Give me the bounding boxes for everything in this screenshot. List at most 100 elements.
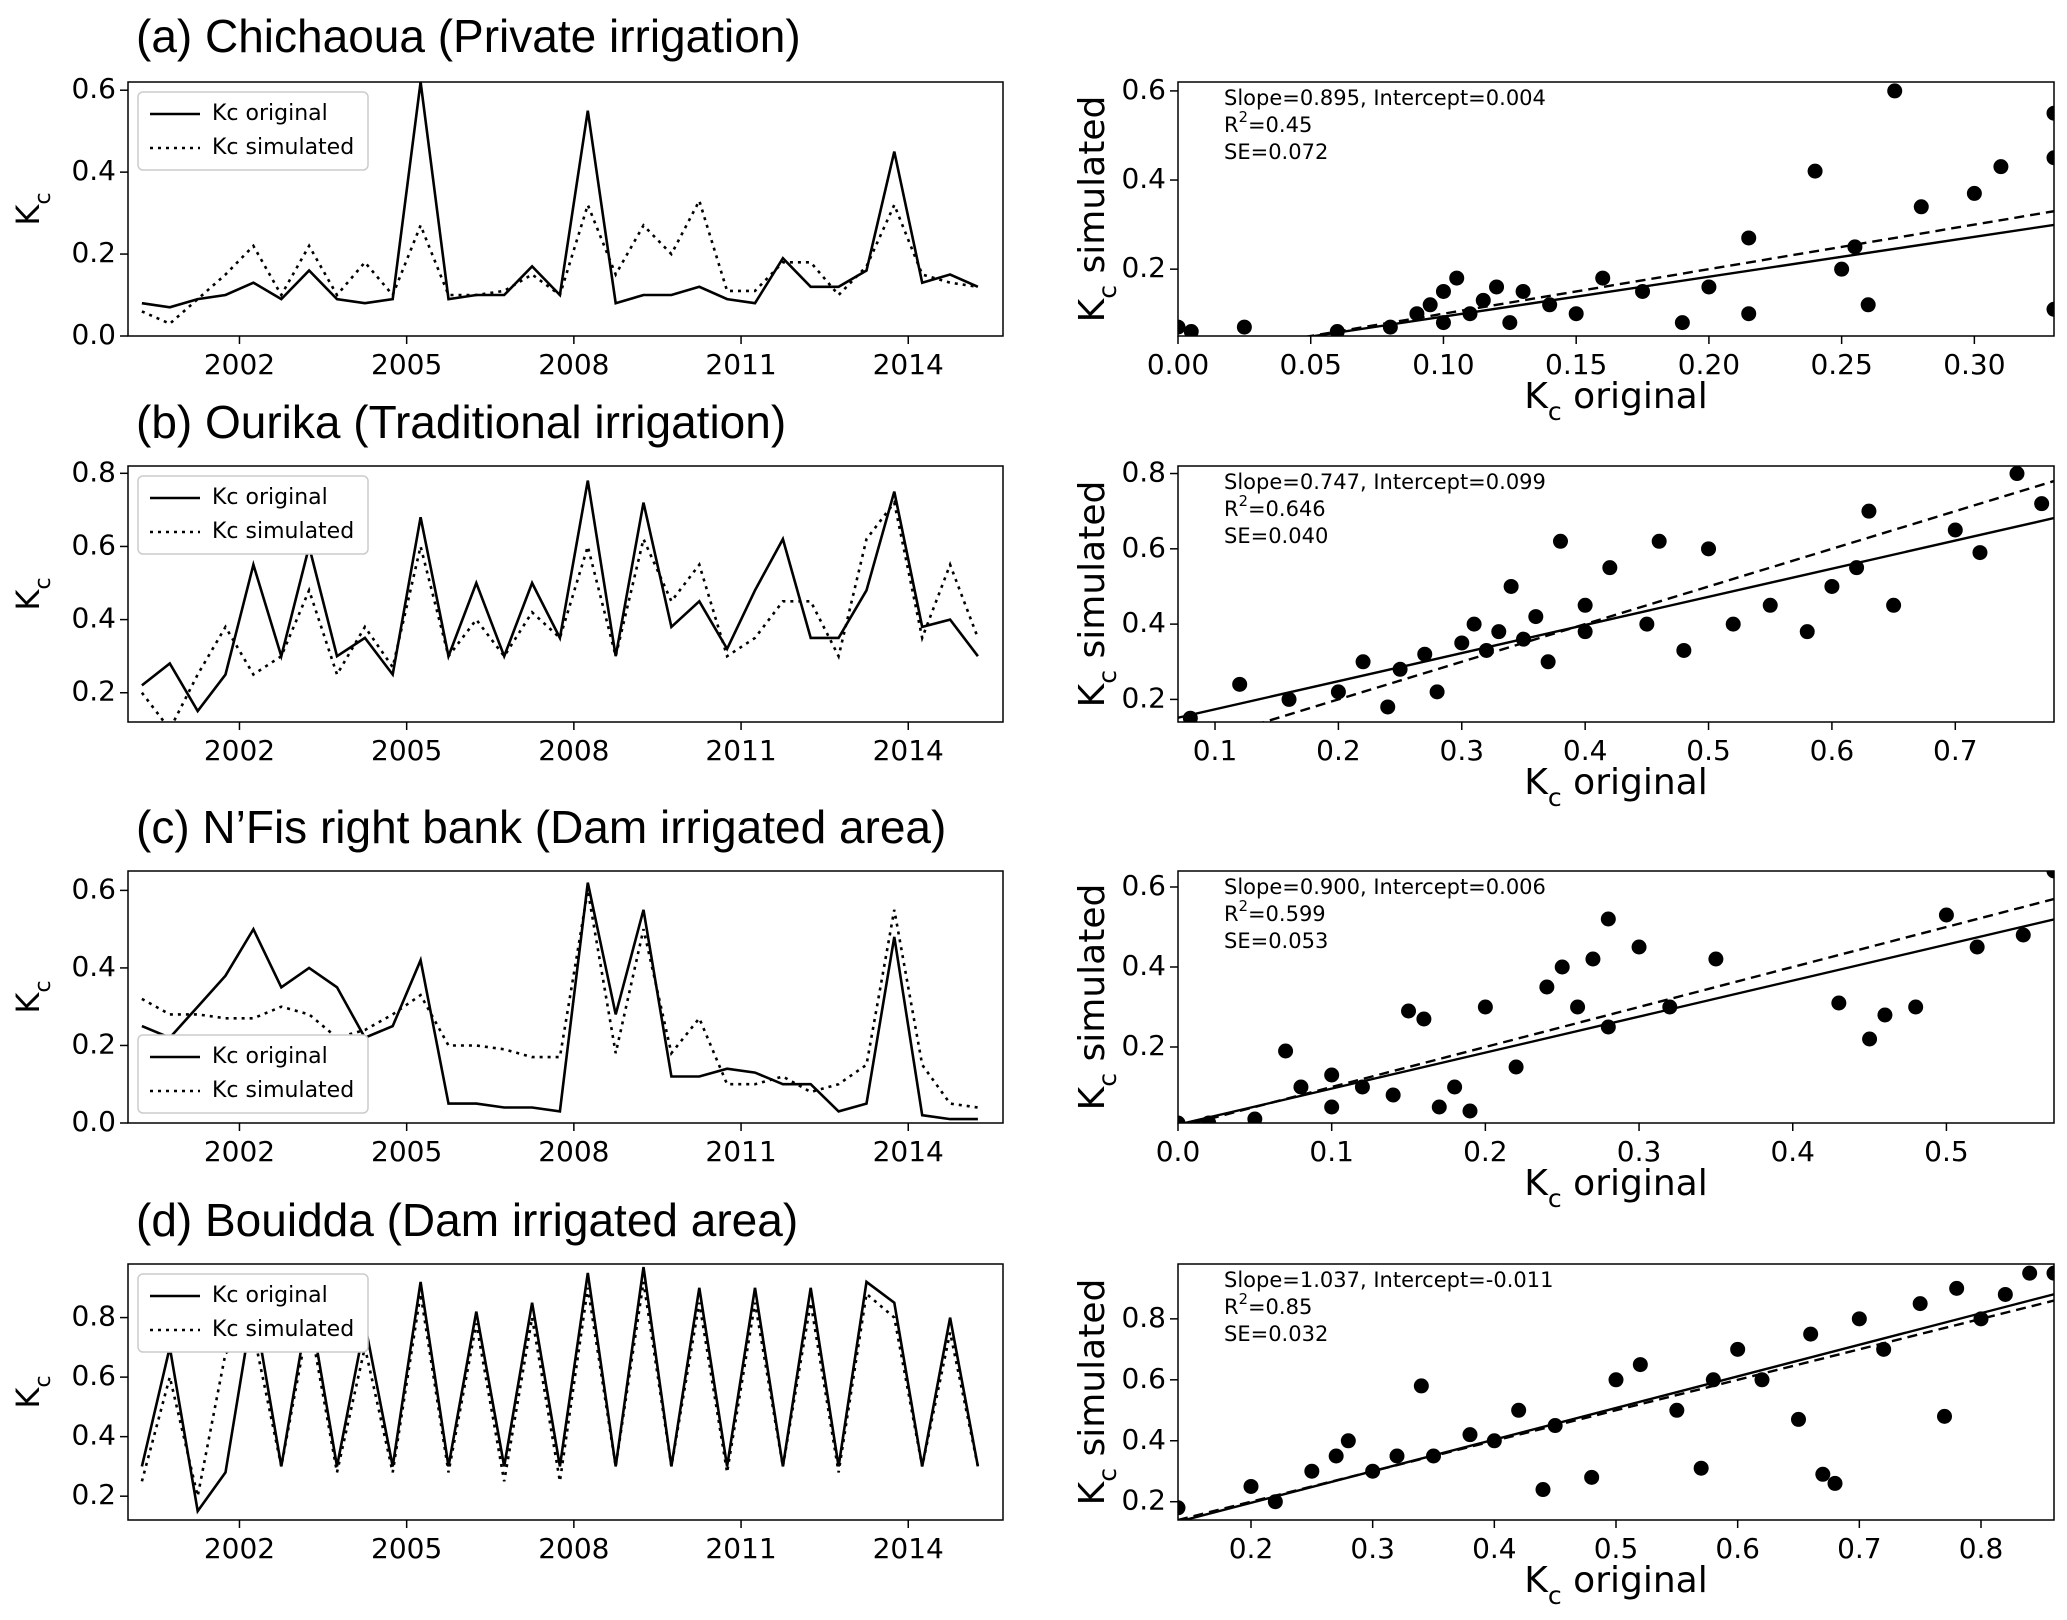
series-line (140, 499, 980, 722)
x-tick-label: 2014 (873, 734, 944, 767)
y-tick-label: 0.6 (1121, 73, 1166, 106)
point (1324, 1099, 1340, 1115)
x-tick-label: 2002 (204, 1532, 275, 1565)
legend-label: Kc simulated (212, 135, 354, 160)
point (1462, 1427, 1478, 1443)
point (1477, 999, 1493, 1015)
point (1851, 1311, 1867, 1327)
point (2046, 105, 2054, 121)
point (1949, 1280, 1965, 1296)
y-axis-label-part: K (9, 1387, 47, 1409)
y-axis-label-part: K (9, 204, 47, 226)
point (1502, 315, 1518, 331)
y-axis-label: Kc simulated (1072, 1279, 1122, 1506)
y-tick-label: 0.4 (1121, 162, 1166, 195)
annotation-part: 2 (1239, 1291, 1248, 1308)
x-axis-label: Kc original (1524, 762, 1707, 812)
point (1908, 999, 1924, 1015)
point (1730, 1341, 1746, 1357)
panel-title: (b) Ourika (Traditional irrigation) (136, 396, 786, 448)
point (1431, 1099, 1447, 1115)
x-tick-label: 0.7 (1933, 734, 1978, 767)
point (1489, 279, 1505, 295)
point (1328, 1448, 1344, 1464)
point (1651, 533, 1667, 549)
point (1762, 597, 1778, 613)
y-axis-label-part: c (30, 1375, 56, 1387)
x-axis-label-part: K (1524, 376, 1549, 417)
x-tick-label: 0.3 (1617, 1135, 1662, 1168)
y-tick-label: 0.4 (1121, 949, 1166, 982)
legend-label: Kc original (212, 1283, 328, 1308)
point (2009, 466, 2025, 482)
x-axis-label: Kc original (1524, 376, 1707, 426)
legend-label: Kc simulated (212, 519, 354, 544)
legend-label: Kc original (212, 101, 328, 126)
y-tick-label: 0.4 (71, 154, 116, 187)
y-tick-label: 0.2 (71, 236, 116, 269)
plot-frame (1177, 465, 2055, 723)
point (1355, 654, 1371, 670)
point (2046, 301, 2054, 317)
point (1435, 283, 1451, 299)
point (1632, 1357, 1648, 1373)
y-tick-label: 0.2 (71, 675, 116, 708)
x-tick-label: 2011 (705, 348, 776, 381)
y-tick-label: 0.2 (71, 1027, 116, 1060)
x-tick-label: 0.2 (1316, 734, 1361, 767)
y-axis-label-part: K (1072, 1085, 1113, 1110)
point (1741, 230, 1757, 246)
scatter-points (1178, 871, 2054, 1123)
point (2015, 927, 2031, 943)
point (1708, 951, 1724, 967)
x-tick-label: 2005 (371, 1532, 442, 1565)
point (1304, 1463, 1320, 1479)
legend-label: Kc original (212, 485, 328, 510)
point (1791, 1411, 1806, 1427)
point (1669, 1402, 1685, 1418)
point (1429, 684, 1445, 700)
x-tick-label: 0.30 (1943, 348, 2005, 381)
y-axis-label: Kc (9, 192, 56, 225)
x-tick-label: 0.2 (1463, 1135, 1508, 1168)
point (1674, 315, 1690, 331)
x-tick-label: 0.5 (1924, 1135, 1969, 1168)
x-axis-label-part: c (1548, 397, 1562, 426)
point (1232, 676, 1248, 692)
panel-title: (c) N’Fis right bank (Dam irrigated area… (136, 801, 946, 853)
y-tick-label: 0.6 (71, 872, 116, 905)
point (1912, 1296, 1928, 1312)
x-tick-label: 0.5 (1686, 734, 1731, 767)
x-tick-label: 2014 (873, 1135, 944, 1168)
point (1600, 911, 1616, 927)
y-tick-label: 0.6 (71, 1359, 116, 1392)
annotation: Slope=0.900, Intercept=0.006 (1224, 875, 1546, 899)
x-tick-label: 0.8 (1959, 1532, 2004, 1565)
y-tick-label: 0.2 (1121, 681, 1166, 714)
x-axis-label-part: K (1524, 762, 1549, 803)
point (1503, 578, 1519, 594)
point (2022, 1265, 2038, 1281)
y-axis-label: Kc (9, 577, 56, 610)
y-axis-label-part: c (30, 192, 56, 204)
x-tick-label: 0.6 (1715, 1532, 1760, 1565)
y-tick-label: 0.8 (71, 455, 116, 488)
x-axis-label-part: K (1524, 1560, 1549, 1601)
x-tick-label: 0.25 (1810, 348, 1872, 381)
point (1385, 1087, 1401, 1103)
x-tick-label: 0.2 (1229, 1532, 1274, 1565)
point (1447, 1079, 1463, 1095)
scatter-points (1182, 466, 2050, 722)
y-tick-label: 0.4 (1121, 1423, 1166, 1456)
y-axis-label-part: c (30, 980, 56, 992)
x-tick-label: 2014 (873, 1532, 944, 1565)
x-tick-label: 0.00 (1147, 348, 1209, 381)
point (1913, 199, 1929, 215)
y-axis-label: Kc (9, 1375, 56, 1408)
point (1236, 319, 1252, 335)
y-tick-label: 0.0 (71, 318, 116, 351)
point (1178, 1115, 1186, 1123)
one-to-one-line (1188, 897, 2054, 1123)
scatter-points (1178, 1265, 2054, 1516)
